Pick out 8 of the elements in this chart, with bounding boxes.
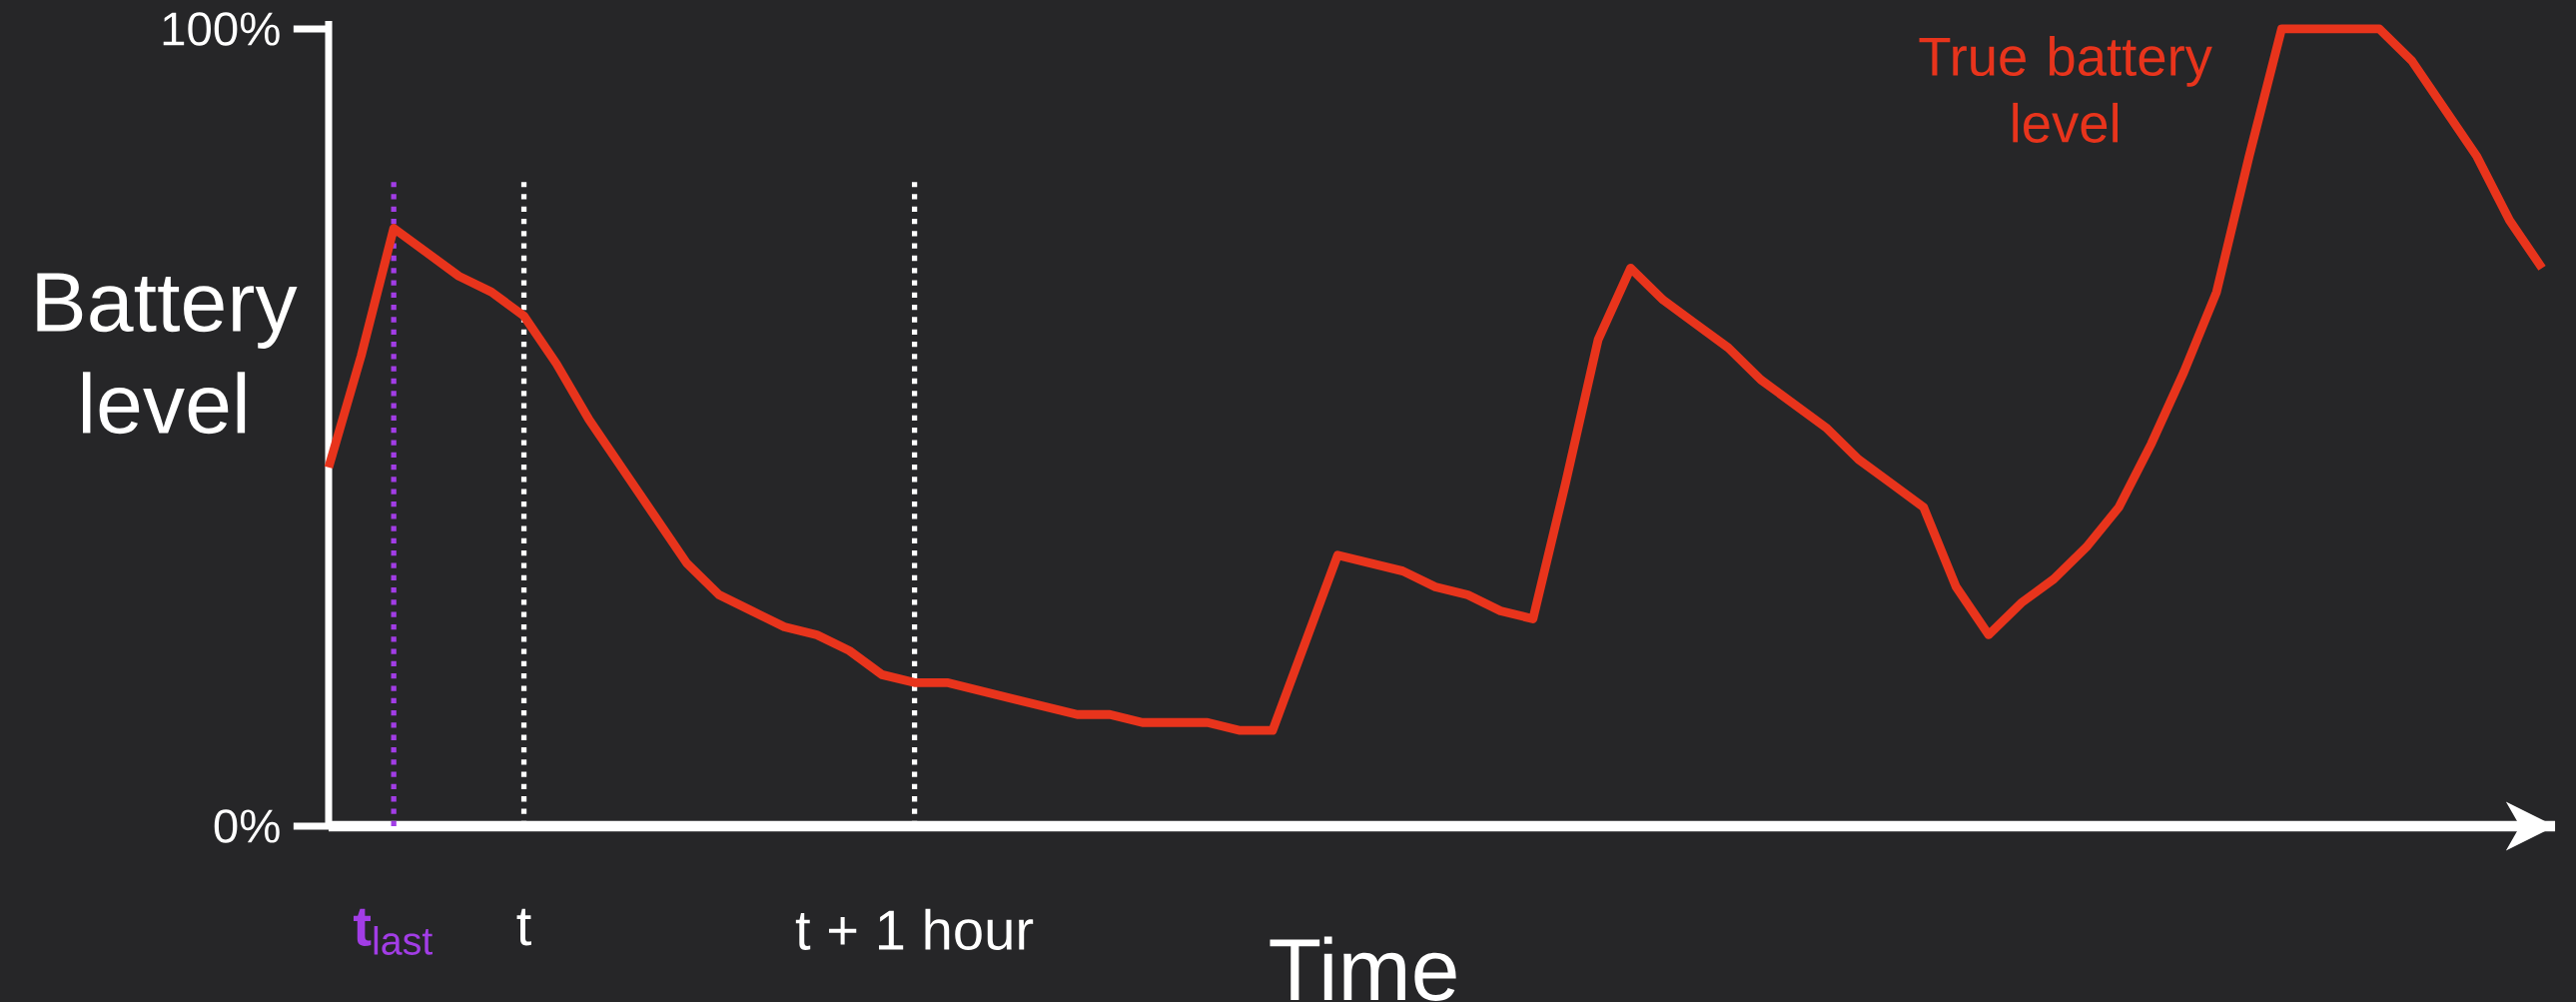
y-tick-label: 0% <box>214 809 280 843</box>
x-tick-label: t + 1 hour <box>795 908 1034 950</box>
y-axis-title: Battery level <box>37 273 298 435</box>
x-tick-label: t <box>516 908 531 946</box>
x-tick-label: t$_{last}$ <box>353 908 432 955</box>
series-label: True battery level <box>1919 36 2212 143</box>
y-tick-label: 100% <box>163 12 280 46</box>
x-axis-title: Time <box>1270 936 1456 1001</box>
